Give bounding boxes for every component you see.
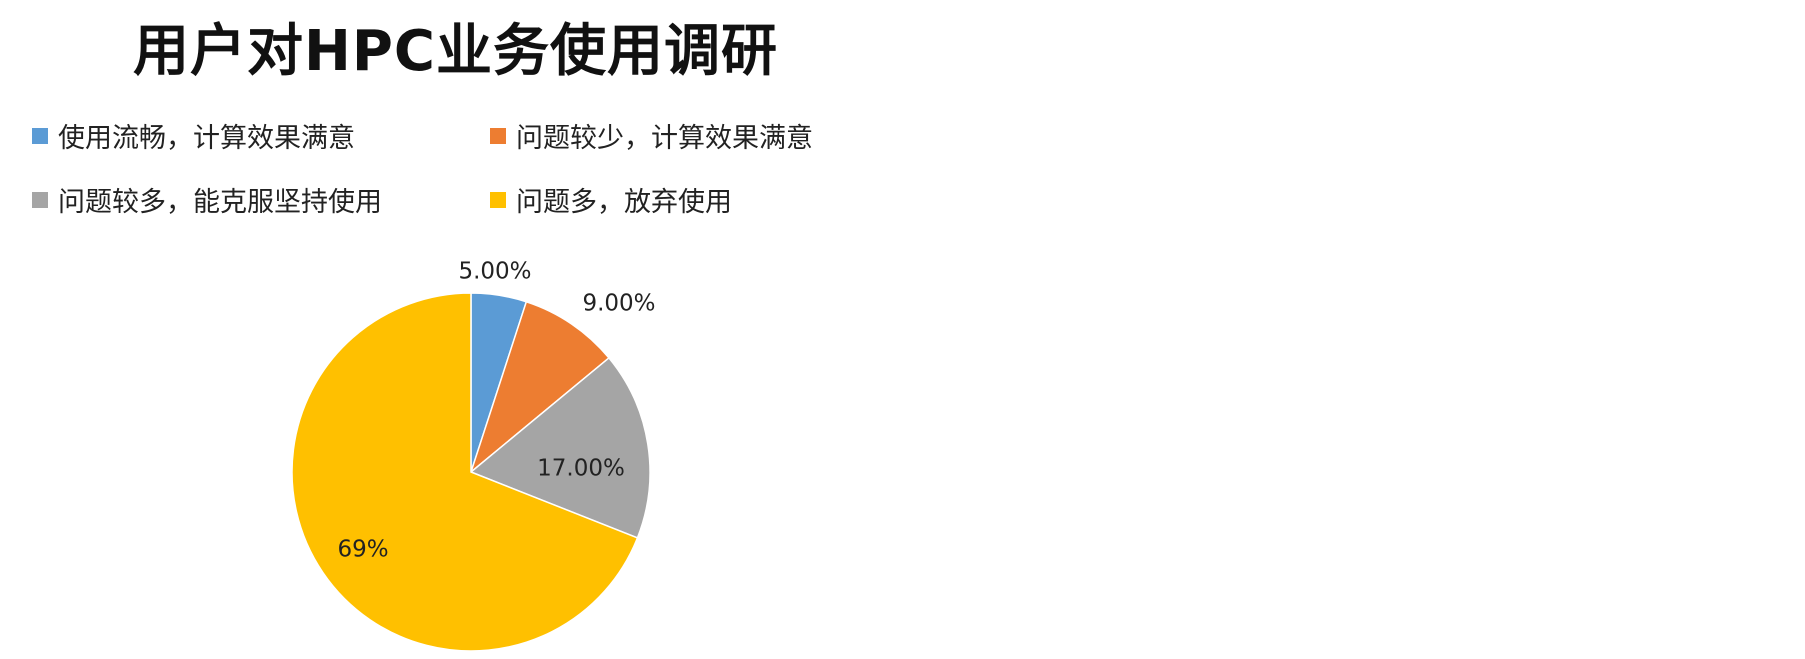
legend-label: 问题较少，计算效果满意: [516, 123, 813, 154]
legend-item: 问题较多，能克服坚持使用: [32, 180, 382, 219]
legend-label: 使用流畅，计算效果满意: [58, 123, 355, 154]
legend-swatch: [490, 191, 506, 208]
legend-item: 使用流畅，计算效果满意: [32, 116, 355, 155]
chart-title: 用户对HPC业务使用调研: [133, 19, 779, 84]
pie-slice: [291, 292, 639, 652]
legend-label: 问题较多，能克服坚持使用: [58, 187, 382, 218]
legend-item: 问题多，放弃使用: [490, 180, 732, 219]
data-label: 17.00%: [537, 456, 625, 482]
legend-swatch: [32, 127, 48, 144]
pie-slice: [469, 356, 651, 539]
data-label: 5.00%: [458, 259, 531, 285]
pie-slice: [469, 300, 610, 475]
data-label: 9.00%: [582, 291, 655, 317]
legend-label: 问题多，放弃使用: [516, 187, 732, 218]
data-label: 69%: [337, 537, 388, 563]
legend-item: 问题较少，计算效果满意: [490, 116, 813, 155]
legend-swatch: [490, 127, 506, 144]
legend-swatch: [32, 191, 48, 208]
